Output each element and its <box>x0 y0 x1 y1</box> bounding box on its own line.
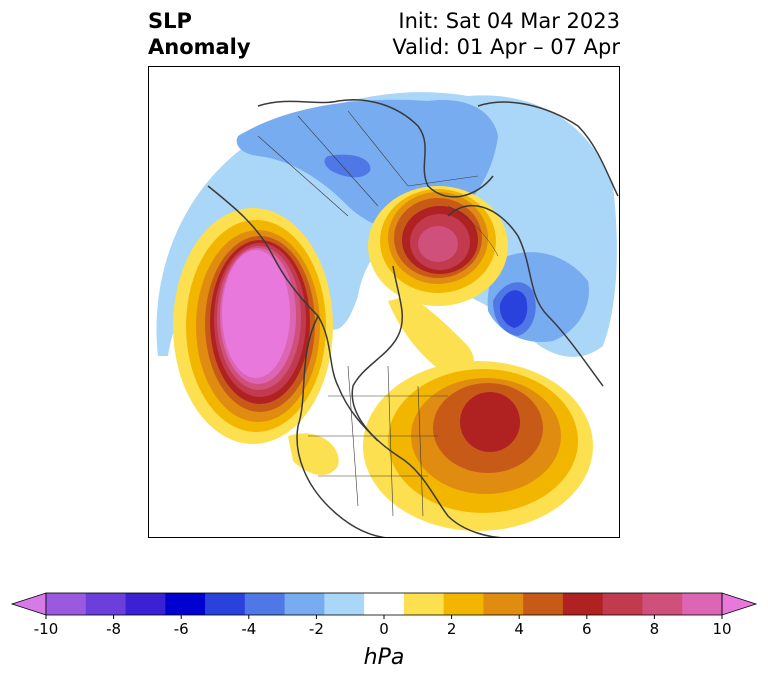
map-dates: Init: Sat 04 Mar 2023 Valid: 01 Apr – 07… <box>392 8 620 60</box>
title-variable: SLP <box>148 9 192 33</box>
colorbar-cell <box>125 593 166 615</box>
colorbar-cell <box>483 593 524 615</box>
colorbar-cell <box>682 593 723 615</box>
colorbar-tick-label: -8 <box>106 620 121 638</box>
colorbar-cells <box>10 592 758 616</box>
positive-anomaly-atlantic <box>288 361 593 531</box>
colorbar-cell <box>403 593 445 615</box>
colorbar-cell <box>244 593 286 615</box>
colorbar-cell <box>562 593 604 615</box>
colorbar-extend-low <box>10 592 47 616</box>
colorbar-cell <box>324 593 365 615</box>
colorbar: -10 -8 -6 -4 -2 0 2 4 6 8 10 <box>10 592 758 638</box>
colorbar-tick-label: 10 <box>712 620 731 638</box>
positive-anomaly-arctic <box>368 186 508 379</box>
colorbar-cell <box>642 593 683 615</box>
map-title: SLP Anomaly <box>148 8 251 60</box>
colorbar-cell <box>364 593 405 615</box>
colorbar-unit: hPa <box>363 645 405 670</box>
state-borders <box>257 110 479 517</box>
colorbar-tick-label: 0 <box>379 620 389 638</box>
title-type: Anomaly <box>148 35 251 59</box>
colorbar-tick-label: -10 <box>34 620 59 638</box>
colorbar-cell <box>523 593 564 615</box>
coastlines <box>207 99 619 538</box>
colorbar-tick-label: 4 <box>514 620 524 638</box>
colorbar-tick-label: 8 <box>650 620 660 638</box>
colorbar-cell <box>602 593 643 615</box>
valid-range: Valid: 01 Apr – 07 Apr <box>392 35 620 59</box>
init-date: Init: Sat 04 Mar 2023 <box>398 9 620 33</box>
colorbar-cell <box>165 593 206 615</box>
colorbar-extend-high <box>721 592 758 616</box>
colorbar-cell <box>443 593 484 615</box>
colorbar-cell <box>46 593 87 615</box>
colorbar-cell <box>85 593 127 615</box>
slp-anomaly-map <box>148 66 620 538</box>
colorbar-tick-label: 6 <box>582 620 592 638</box>
colorbar-tick-label: -4 <box>241 620 256 638</box>
colorbar-tick-label: -2 <box>309 620 324 638</box>
positive-anomaly-pacific <box>173 208 333 444</box>
colorbar-cell <box>205 593 246 615</box>
colorbar-cell <box>284 593 325 615</box>
colorbar-ticks: -10 -8 -6 -4 -2 0 2 4 6 8 10 <box>34 615 732 638</box>
latitude-arcs <box>447 205 499 257</box>
colorbar-tick-label: -6 <box>174 620 189 638</box>
colorbar-tick-label: 2 <box>447 620 457 638</box>
